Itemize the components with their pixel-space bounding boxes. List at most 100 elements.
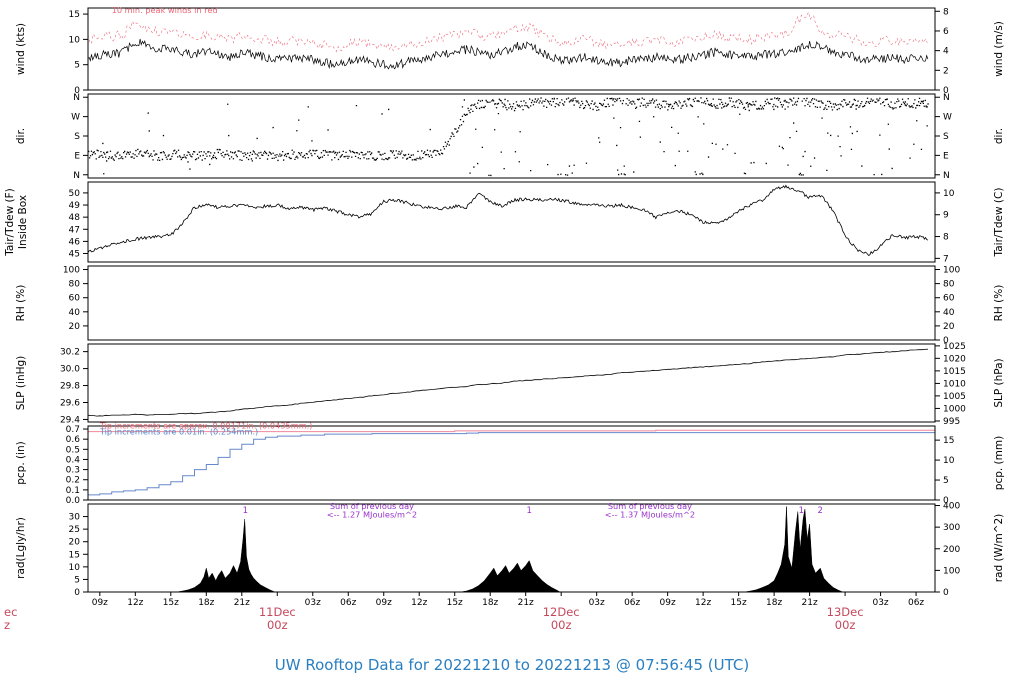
chart-caption: UW Rooftop Data for 20221210 to 20221213…	[274, 656, 750, 674]
svg-text:03z: 03z	[305, 598, 321, 608]
svg-text:N: N	[943, 171, 950, 181]
wind-series	[88, 11, 929, 70]
svg-text:995: 995	[943, 417, 960, 427]
svg-text:47: 47	[69, 225, 80, 235]
dir-series	[88, 97, 929, 177]
svg-text:10 min. peak winds in red: 10 min. peak winds in red	[112, 5, 218, 15]
svg-text:15z: 15z	[163, 598, 179, 608]
svg-text:29.6: 29.6	[60, 399, 80, 409]
svg-text:40: 40	[69, 308, 81, 318]
svg-text:0.6: 0.6	[66, 435, 81, 445]
svg-text:00z: 00z	[551, 618, 572, 632]
svg-text:1020: 1020	[943, 354, 966, 364]
dir-frame	[87, 93, 936, 179]
tair-frame	[87, 181, 936, 263]
svg-text:5: 5	[943, 476, 949, 486]
svg-text:25: 25	[69, 525, 80, 535]
svg-text:15: 15	[943, 436, 954, 446]
svg-text:2: 2	[943, 66, 949, 76]
svg-text:10: 10	[69, 563, 81, 573]
svg-text:0: 0	[74, 86, 80, 96]
svg-text:<-- 1.27 MJoules/m^2: <-- 1.27 MJoules/m^2	[327, 510, 417, 520]
svg-text:30.2: 30.2	[60, 348, 80, 358]
svg-text:100: 100	[943, 266, 960, 276]
svg-text:45: 45	[69, 250, 80, 260]
svg-text:21z: 21z	[802, 598, 818, 608]
svg-text:30: 30	[69, 513, 81, 523]
svg-text:49: 49	[69, 201, 81, 211]
svg-text:N: N	[943, 93, 950, 103]
svg-text:dir.: dir.	[15, 128, 27, 144]
svg-text:1005: 1005	[943, 392, 966, 402]
svg-text:10: 10	[69, 35, 81, 45]
svg-text:RH (%): RH (%)	[15, 285, 27, 322]
svg-text:E: E	[74, 151, 80, 161]
tair-line	[88, 184, 929, 257]
svg-text:0: 0	[943, 336, 949, 346]
svg-text:300: 300	[943, 523, 960, 533]
pcp-step-line	[88, 429, 935, 433]
svg-text:12Dec: 12Dec	[543, 605, 580, 619]
svg-text:20: 20	[69, 538, 81, 548]
svg-text:13Dec: 13Dec	[827, 605, 864, 619]
slp-line	[88, 348, 928, 417]
svg-text:00z: 00z	[835, 618, 856, 632]
panel-pcp: 0.00.10.20.30.40.50.60.7 0 5 10 15 pcp. (in) p…	[15, 421, 1005, 506]
svg-text:SLP (hPa): SLP (hPa)	[993, 358, 1005, 407]
svg-text:pcp. (mm): pcp. (mm)	[993, 436, 1005, 490]
svg-text:20: 20	[943, 322, 955, 332]
svg-text:03z: 03z	[872, 598, 888, 608]
svg-text:400: 400	[943, 502, 960, 512]
svg-text:rad (W/m^2): rad (W/m^2)	[993, 514, 1005, 583]
svg-text:06z: 06z	[340, 598, 356, 608]
svg-text:40: 40	[943, 308, 955, 318]
svg-text:dir.: dir.	[993, 128, 1005, 144]
svg-text:10: 10	[943, 456, 955, 466]
svg-text:0.1: 0.1	[66, 486, 80, 496]
svg-text:Tip increments are approx. 0.0: Tip increments are approx. 0.00171in. (0…	[99, 421, 313, 431]
svg-text:E: E	[943, 151, 949, 161]
svg-text:W: W	[71, 113, 80, 123]
svg-text:0: 0	[74, 588, 80, 598]
svg-text:S: S	[74, 132, 80, 142]
svg-text:100: 100	[63, 266, 80, 276]
svg-text:200: 200	[943, 545, 960, 555]
svg-text:wind (m/s): wind (m/s)	[993, 21, 1005, 77]
svg-text:60: 60	[943, 294, 955, 304]
dir-scatter	[88, 97, 929, 177]
svg-text:29.4: 29.4	[60, 415, 80, 425]
svg-text:0.3: 0.3	[66, 466, 80, 476]
svg-text:<-- 1.37 MJoules/m^2: <-- 1.37 MJoules/m^2	[605, 510, 695, 520]
svg-text:15: 15	[69, 10, 80, 20]
panel-rh: 20 40 60 80 100 0 20 40 60 80 100 RH (%) RH (%)	[15, 265, 1005, 346]
svg-text:11Dec: 11Dec	[259, 605, 296, 619]
rh-frame	[87, 265, 936, 341]
pcp-frame	[87, 425, 936, 501]
x-axis: 09z 12z 15z 18z 21z 03z 06z 09z 12z 15z 18z 21z 03z 0…	[4, 592, 924, 632]
svg-text:5: 5	[74, 575, 80, 585]
svg-text:21z: 21z	[518, 598, 534, 608]
svg-text:RH (%): RH (%)	[993, 285, 1005, 322]
svg-text:46: 46	[69, 237, 81, 247]
svg-text:12z: 12z	[127, 598, 143, 608]
svg-text:48: 48	[69, 213, 81, 223]
svg-text:1: 1	[799, 506, 804, 516]
svg-text:8: 8	[943, 7, 949, 17]
svg-text:1025: 1025	[943, 342, 966, 352]
wind-frame	[87, 7, 936, 91]
panel-slp: 29.4 29.6 29.8 30.0 30.2 995 1000 1005 1010 1015 1…	[15, 342, 1005, 427]
wind-line	[88, 11, 928, 53]
svg-text:06z: 06z	[624, 598, 640, 608]
svg-text:80: 80	[943, 280, 955, 290]
svg-text:rad(Lgly/hr): rad(Lgly/hr)	[15, 517, 27, 579]
svg-text:Sum of previous day: Sum of previous day	[608, 501, 692, 511]
svg-text:9: 9	[943, 211, 949, 221]
svg-text:18z: 18z	[198, 598, 214, 608]
svg-text:0.7: 0.7	[66, 425, 80, 435]
svg-text:0: 0	[943, 588, 949, 598]
svg-text:Inside Box: Inside Box	[17, 195, 29, 249]
svg-text:6: 6	[943, 27, 949, 37]
svg-text:SLP (inHg): SLP (inHg)	[15, 356, 27, 411]
